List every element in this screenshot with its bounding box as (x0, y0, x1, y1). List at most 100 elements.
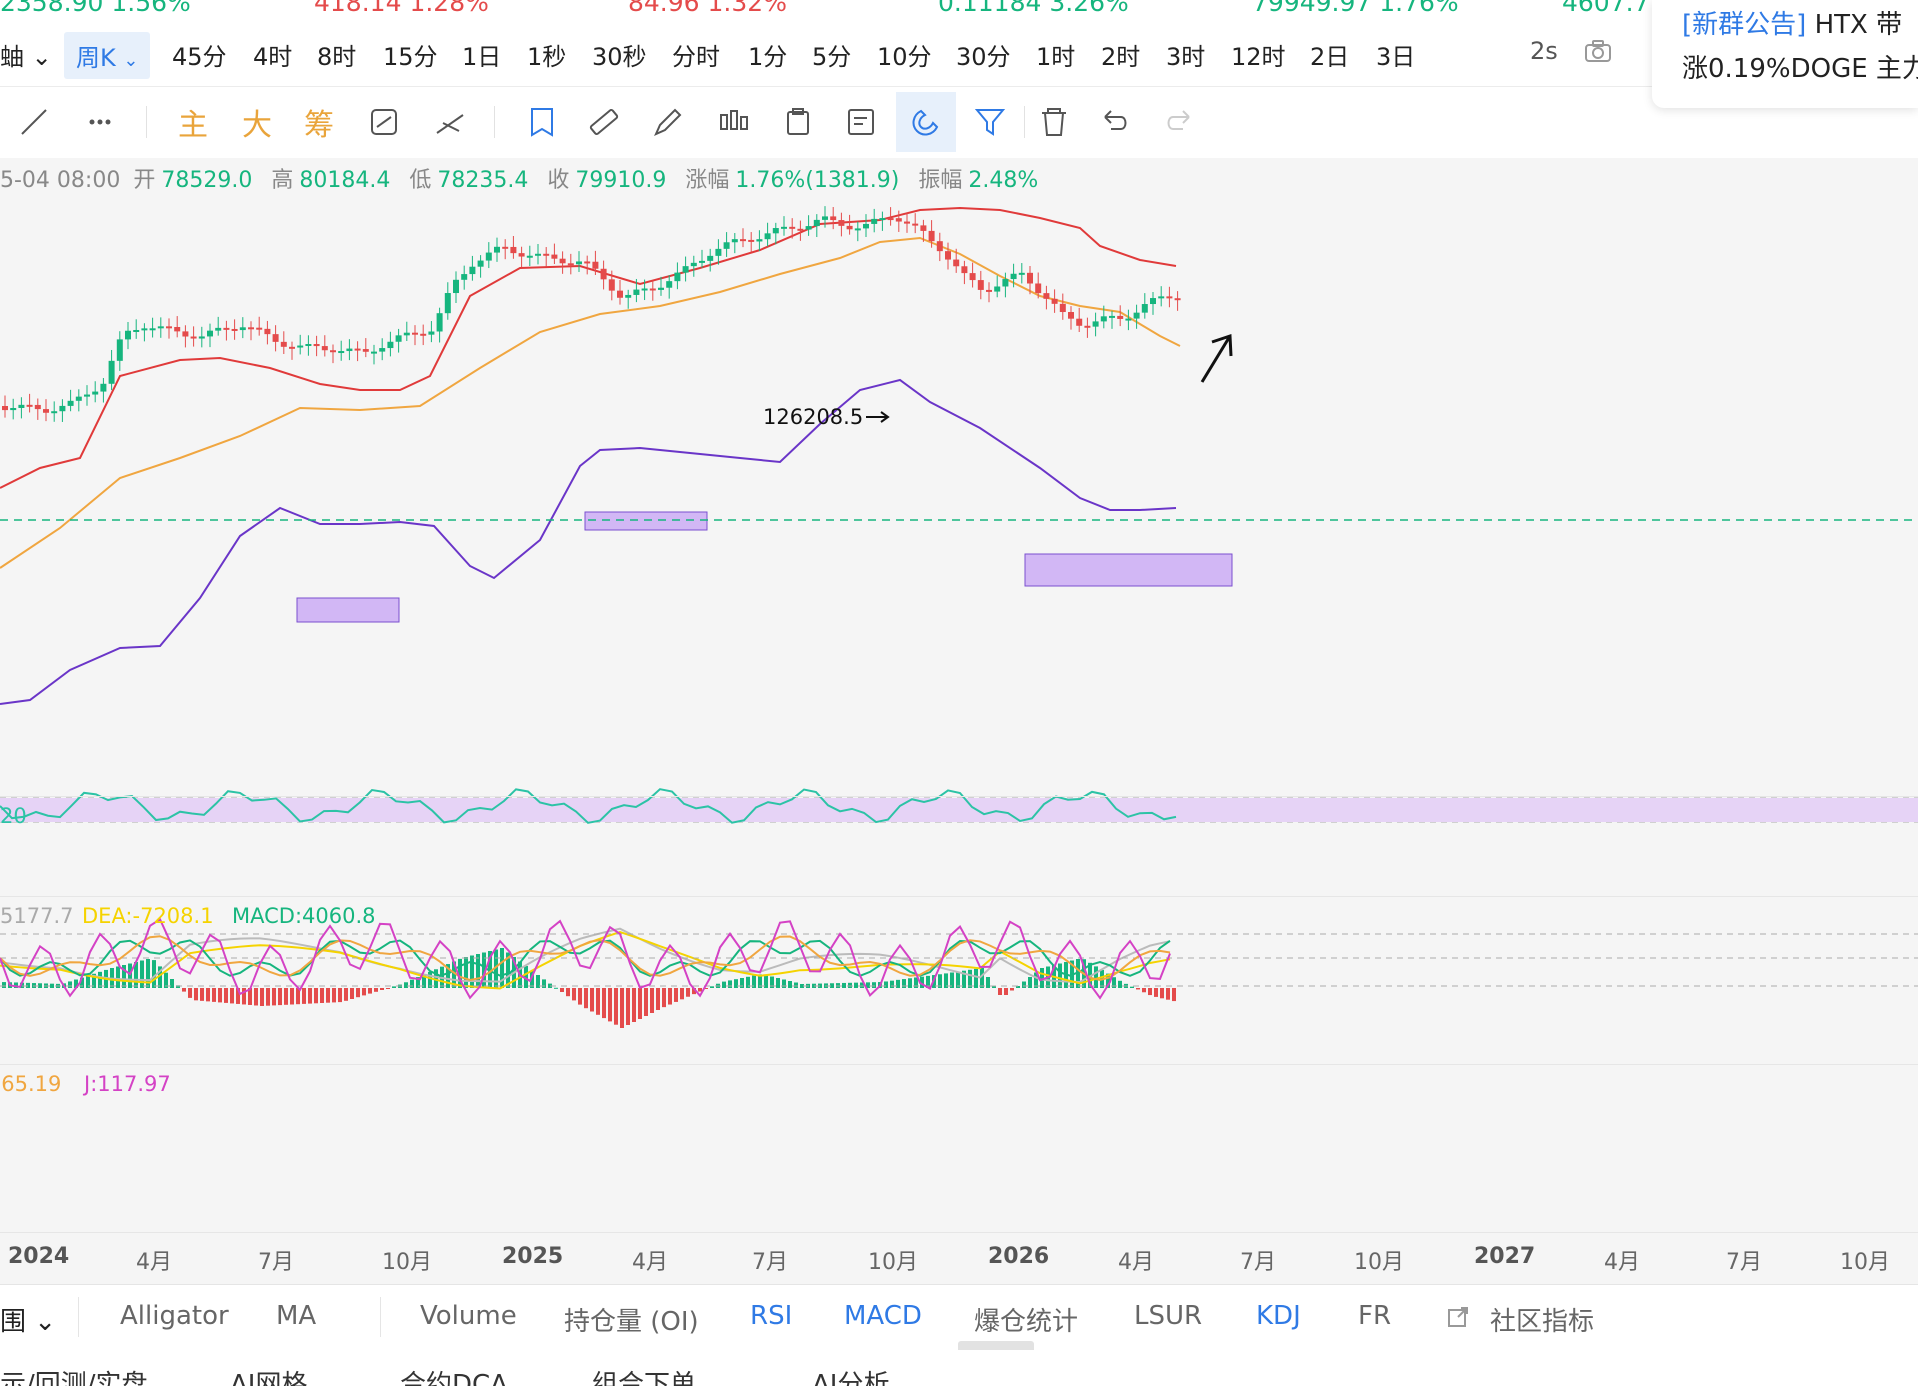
tab-backtest[interactable]: 示/回测/实盘 (0, 1370, 148, 1386)
ticker-2[interactable]: 84.96 1.32% (628, 0, 787, 17)
trend-line-icon[interactable] (16, 104, 52, 140)
macd-bar (236, 988, 240, 1004)
tab-kdj[interactable]: KDJ (1256, 1301, 1301, 1331)
macd-bar (26, 982, 30, 988)
macd-bar (938, 974, 942, 988)
candle-body (223, 327, 230, 330)
ticker-5[interactable]: 4607.7 (1562, 0, 1649, 17)
tab-liquidation-stats[interactable]: 爆仓统计 (974, 1307, 1079, 1337)
candle-body (1117, 315, 1124, 319)
tab-rsi[interactable]: RSI (750, 1301, 793, 1331)
timeframe-5m[interactable]: 5分 (812, 43, 852, 71)
tab-open-interest[interactable]: 持仓量 (OI) (564, 1307, 699, 1337)
tab-contract-dca[interactable]: 合约DCA (400, 1370, 508, 1386)
macd-bar (470, 955, 474, 988)
candle-body (723, 242, 730, 249)
candles-icon[interactable] (716, 104, 752, 140)
replay-icon[interactable] (366, 104, 402, 140)
ticker-3[interactable]: 0.11184 3.26% (938, 0, 1129, 17)
timeframe-30s[interactable]: 30秒 (592, 43, 647, 71)
ruler-icon[interactable] (586, 104, 622, 140)
candle-body (494, 246, 500, 253)
ticker-4[interactable]: 79949.97 1.76% (1252, 0, 1459, 17)
clipboard-icon[interactable] (780, 104, 816, 140)
candle-body (1051, 298, 1058, 304)
support-zone-2 (584, 511, 708, 531)
timeframe-weekly-active[interactable]: 周K ⌄ (64, 32, 151, 79)
candle-body (248, 327, 254, 330)
timeframe-12h[interactable]: 12时 (1231, 43, 1286, 71)
big-order-button[interactable]: 大 (242, 108, 272, 143)
timeframe-10m[interactable]: 10分 (877, 43, 932, 71)
chips-button[interactable]: 筹 (304, 108, 334, 143)
candle-body (1125, 318, 1132, 321)
timeframe-timeshare[interactable]: 分时 (672, 43, 720, 71)
candle-body (1166, 296, 1173, 299)
candle-body (321, 346, 328, 351)
timeframe-1m[interactable]: 1分 (748, 43, 788, 71)
timeframe-15m[interactable]: 15分 (383, 43, 438, 71)
undo-icon[interactable] (1098, 104, 1134, 140)
ticker-4-price: 79949.97 (1252, 0, 1372, 17)
timeframe-3d[interactable]: 3日 (1376, 43, 1416, 71)
timeframe-1s[interactable]: 1秒 (527, 43, 567, 71)
tab-lsur[interactable]: LSUR (1134, 1301, 1203, 1331)
tab-ai-grid[interactable]: AI网格 (230, 1370, 308, 1386)
candle-body (608, 279, 615, 291)
candle-body (502, 246, 509, 249)
bookmark-icon[interactable] (524, 104, 560, 140)
ohlc-low-label: 低 (409, 168, 432, 193)
candle-body (871, 218, 878, 224)
tab-community-indicators[interactable]: 社区指标 (1490, 1307, 1595, 1337)
more-icon[interactable] (82, 104, 118, 140)
macd-bar (146, 959, 150, 988)
candle-body (387, 341, 394, 349)
macd-bar (380, 988, 384, 990)
edit-note-icon[interactable] (844, 104, 880, 140)
timeframe-2h[interactable]: 2时 (1101, 43, 1141, 71)
timeframe-partial[interactable]: 蚰 ⌄ (0, 37, 52, 72)
timeframe-1h[interactable]: 1时 (1036, 43, 1076, 71)
tab-fr[interactable]: FR (1358, 1301, 1392, 1331)
tab-volume[interactable]: Volume (420, 1301, 517, 1331)
x-tick: 7月 (258, 1250, 294, 1275)
filter-icon[interactable] (972, 104, 1008, 140)
pencil-icon[interactable] (650, 104, 686, 140)
timeframe-3h[interactable]: 3时 (1166, 43, 1206, 71)
trash-icon[interactable] (1036, 104, 1072, 140)
tab-ai-analysis[interactable]: AI分析 (812, 1370, 890, 1386)
camera-icon[interactable] (1584, 38, 1612, 68)
timeframe-8h[interactable]: 8时 (317, 43, 357, 71)
tab-alligator[interactable]: Alligator (120, 1301, 229, 1331)
indicator-group-selector[interactable]: 围 ⌄ (0, 1301, 56, 1338)
candle-body (75, 396, 82, 401)
tab-combo-order[interactable]: 组合下单 (592, 1370, 697, 1386)
candle-body (18, 404, 25, 408)
main-indicator-button[interactable]: 主 (178, 108, 208, 143)
timeframe-1d[interactable]: 1日 (462, 43, 502, 71)
ticker-0[interactable]: 2358.90 1.56% (0, 0, 191, 17)
macd-bar (896, 979, 900, 988)
macd-bar (20, 982, 24, 988)
tab-macd[interactable]: MACD (844, 1301, 922, 1331)
timeframe-4h[interactable]: 4时 (253, 43, 293, 71)
measure-icon[interactable] (432, 104, 468, 140)
tab-ma[interactable]: MA (276, 1301, 317, 1331)
candle-body (1174, 298, 1181, 301)
notification-popup[interactable]: [新群公告] HTX 带 涨0.19%DOGE 主力 (1652, 0, 1918, 108)
ticker-1[interactable]: 418.14 1.28% (314, 0, 489, 17)
timeframe-45m[interactable]: 45分 (172, 43, 227, 71)
redo-icon[interactable] (1160, 104, 1196, 140)
timeframe-30m[interactable]: 30分 (956, 43, 1011, 71)
ohlc-close: 79910.9 (575, 168, 667, 193)
macd-bar (194, 988, 198, 1001)
price-chart-svg[interactable]: 126208.5 (0, 158, 1918, 1284)
candle-body (674, 272, 681, 282)
candlesticks (2, 206, 1181, 422)
ohlc-change: 1.76%(1381.9) (735, 168, 900, 193)
refresh-interval[interactable]: 2s (1530, 37, 1558, 65)
magnet-icon[interactable] (896, 92, 956, 152)
timeframe-2d[interactable]: 2日 (1310, 43, 1350, 71)
support-zone-1 (296, 597, 400, 623)
